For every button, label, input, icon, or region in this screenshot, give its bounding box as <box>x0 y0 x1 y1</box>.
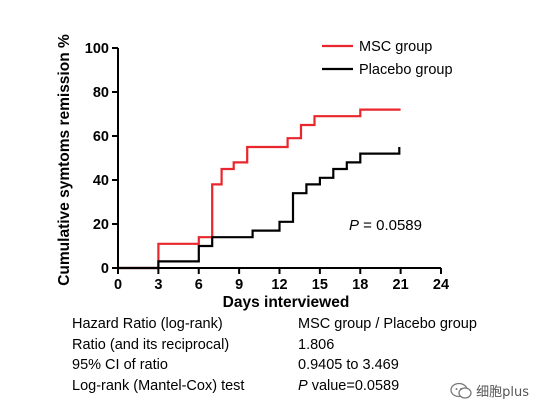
x-tick-label: 9 <box>235 277 243 293</box>
x-tick-label: 0 <box>114 277 122 293</box>
y-tick-label: 20 <box>93 217 109 233</box>
legend-item-placebo: Placebo group <box>322 62 453 78</box>
stats-label: 95% CI of ratio <box>72 357 168 374</box>
p-italic: P <box>298 377 308 394</box>
stats-row-ci: 95% CI of ratio 0.9405 to 3.469 <box>72 355 477 376</box>
legend-item-msc: MSC group <box>322 39 432 55</box>
stats-row-ratio: Ratio (and its reciprocal) 1.806 <box>72 335 477 356</box>
stats-table: Hazard Ratio (log-rank) MSC group / Plac… <box>72 314 477 396</box>
watermark: 细胞plus <box>450 381 529 400</box>
y-tick-label: 80 <box>93 85 109 101</box>
y-tick-label: 0 <box>101 261 109 277</box>
chat-bubble-icon <box>450 382 472 399</box>
x-tick-label: 6 <box>195 277 203 293</box>
watermark-text: 细胞plus <box>476 385 529 400</box>
stats-value: P value=0.0589 <box>298 376 477 397</box>
x-tick-label: 24 <box>433 277 449 293</box>
series-line-0 <box>118 108 401 270</box>
stats-row-hazard-ratio: Hazard Ratio (log-rank) MSC group / Plac… <box>72 314 477 335</box>
y-tick-label: 100 <box>85 41 109 57</box>
x-tick-label: 15 <box>312 277 328 293</box>
x-tick-label: 21 <box>393 277 409 293</box>
p-value-annotation: P = 0.0589 <box>349 217 422 234</box>
stats-row-logrank: Log-rank (Mantel-Cox) test P value=0.058… <box>72 376 477 397</box>
stats-value: 0.9405 to 3.469 <box>298 357 399 374</box>
legend-label-msc: MSC group <box>359 39 432 55</box>
p-value-text: = 0.0589 <box>359 217 422 234</box>
y-axis-label: Cumulative symtoms remission % <box>56 34 73 286</box>
stats-label: Hazard Ratio (log-rank) <box>72 316 223 332</box>
x-tick-label: 3 <box>154 277 162 293</box>
legend: MSC group Placebo group <box>322 39 453 78</box>
stats-label: Log-rank (Mantel-Cox) test <box>72 377 245 394</box>
y-tick-label: 40 <box>93 173 109 189</box>
p-italic: P <box>349 217 359 234</box>
axes: 0 20 40 60 80 100 0 3 6 9 12 15 18 21 24 <box>85 41 449 293</box>
legend-label-placebo: Placebo group <box>359 62 453 78</box>
series-line-1 <box>118 147 401 270</box>
stats-label: Ratio (and its reciprocal) <box>72 336 230 353</box>
y-tick-label: 60 <box>93 129 109 145</box>
x-tick-label: 12 <box>271 277 287 293</box>
x-tick-label: 18 <box>352 277 368 293</box>
series-layer <box>118 108 401 270</box>
p-value-text: value=0.0589 <box>307 377 400 394</box>
stats-value: 1.806 <box>298 336 335 353</box>
stats-value: MSC group / Placebo group <box>298 316 477 332</box>
x-axis-label: Days interviewed <box>223 294 350 311</box>
